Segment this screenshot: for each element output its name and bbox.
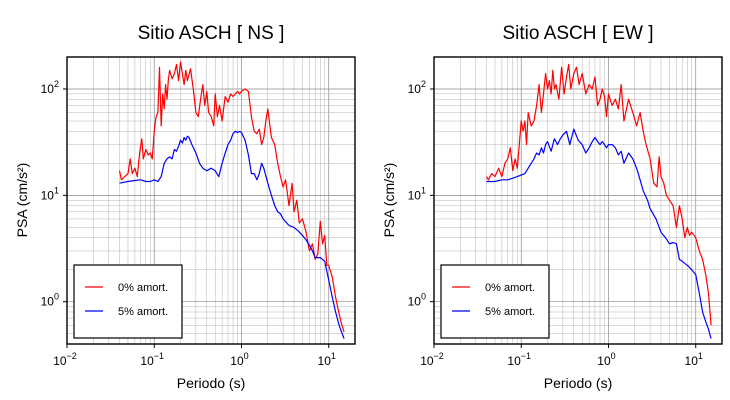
y-tick-labels: 100 101 102 — [41, 79, 67, 309]
x-tick-label: 101 — [318, 351, 336, 368]
x-tick-label: 10−2 — [53, 351, 77, 368]
legend-label-0: 0% amort. — [485, 282, 535, 294]
x-tick-labels: 10−2 10−1 100 101 — [420, 344, 703, 368]
y-tick-label: 100 — [408, 292, 426, 309]
y-tick-label: 102 — [408, 79, 426, 96]
series-line-0 — [118, 61, 345, 333]
y-tick-label: 101 — [408, 185, 426, 202]
x-tick-label: 10−1 — [507, 351, 531, 368]
x-tick-labels: 10−2 10−1 100 101 — [53, 344, 336, 368]
legend-box — [440, 264, 550, 339]
legend-box — [73, 264, 183, 339]
chart-panel-ew: Sitio ASCH [ EW ] 10−2 10−1 100 101 1001011… — [381, 23, 723, 391]
y-tick-label: 102 — [41, 79, 59, 96]
chart-panel-ns: Sitio ASCH [ NS ] 10−2 10−1 100 101 1001011… — [14, 23, 356, 391]
plot-frame — [433, 56, 723, 345]
y-axis-label: PSA (cm/s²) — [14, 163, 30, 238]
chart-title: Sitio ASCH [ EW ] — [503, 23, 654, 44]
series-line-1 — [486, 128, 712, 339]
x-axis-label: Periodo (s) — [544, 375, 612, 391]
y-axis-label: PSA (cm/s²) — [381, 163, 397, 238]
legend-label-1: 5% amort. — [485, 306, 535, 318]
x-tick-label: 10−1 — [140, 351, 164, 368]
grid — [67, 57, 355, 344]
legend: 0% amort. 5% amort. — [73, 264, 183, 339]
x-tick-label: 101 — [685, 351, 703, 368]
legend: 0% amort. 5% amort. — [440, 264, 550, 339]
y-tick-label: 100 — [41, 292, 59, 309]
series-layer — [485, 63, 712, 339]
legend-label-1: 5% amort. — [118, 306, 168, 318]
plot-frame — [66, 56, 356, 345]
y-tick-label: 101 — [41, 185, 59, 202]
x-tick-label: 100 — [597, 351, 615, 368]
series-line-0 — [485, 63, 712, 326]
x-tick-label: 10−2 — [420, 351, 444, 368]
y-tick-labels: 100 101 102 — [408, 79, 434, 309]
series-line-1 — [119, 130, 345, 339]
chart-title: Sitio ASCH [ NS ] — [138, 23, 285, 44]
series-layer — [118, 61, 345, 339]
x-tick-label: 100 — [230, 351, 248, 368]
legend-label-0: 0% amort. — [118, 282, 168, 294]
x-axis-label: Periodo (s) — [177, 375, 245, 391]
